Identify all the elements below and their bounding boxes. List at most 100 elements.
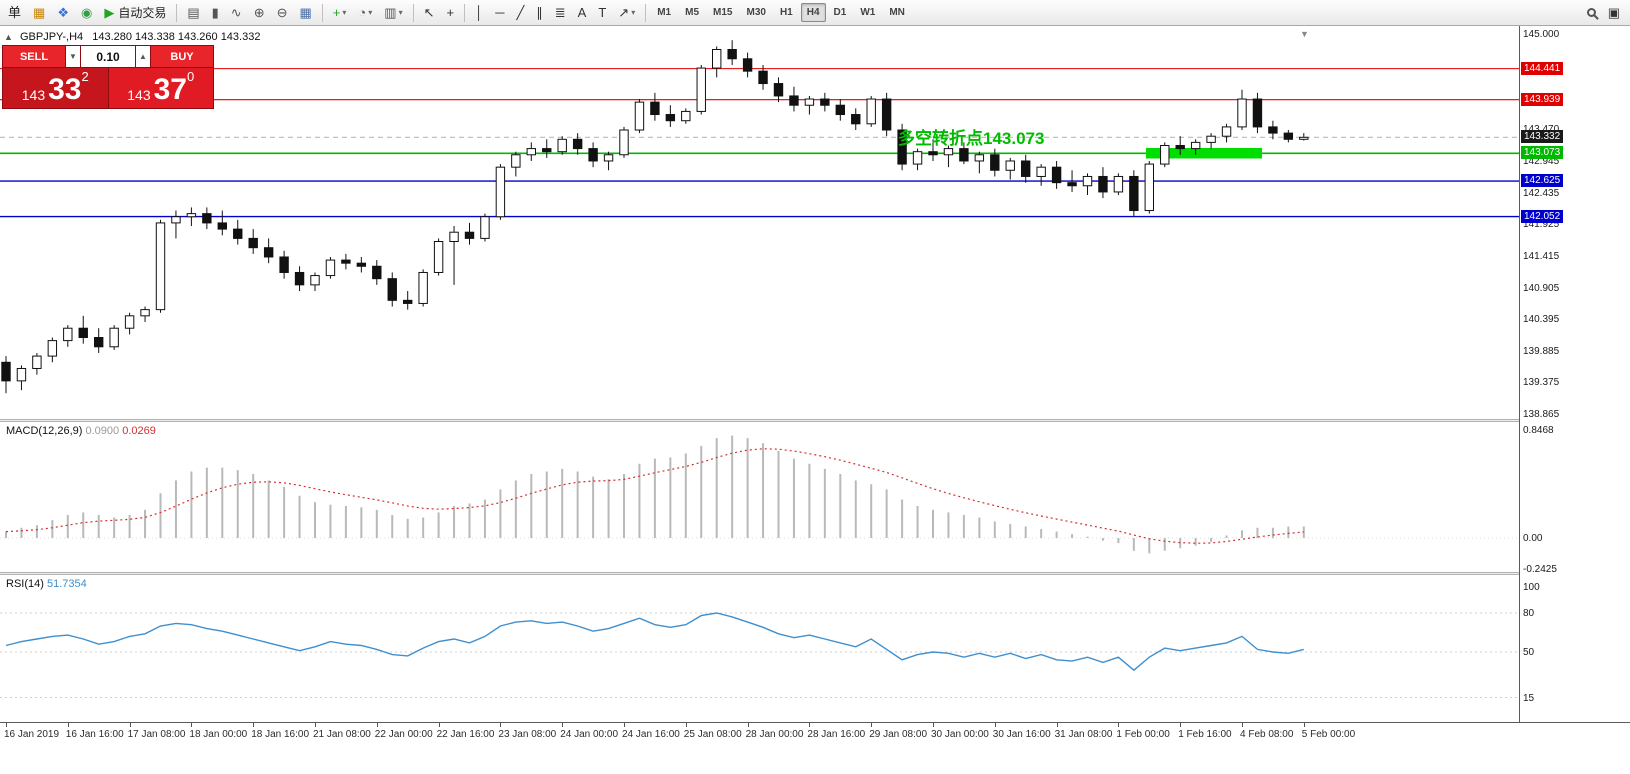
timeframe-h4-button[interactable]: H4: [800, 3, 826, 22]
time-label: 18 Jan 16:00: [251, 729, 310, 740]
rsi-label: RSI(14) 51.7354: [6, 578, 87, 590]
search-button[interactable]: [1582, 2, 1601, 22]
macd-tick: 0.00: [1523, 533, 1543, 544]
time-tick: [624, 723, 625, 727]
price-tick: 143.470: [1523, 123, 1560, 135]
time-tick: [1056, 723, 1058, 727]
vertical-line-button[interactable]: │: [470, 3, 488, 23]
panels-button[interactable]: ▣: [1603, 2, 1625, 22]
time-tick: [67, 723, 69, 727]
volume-decrease-button[interactable]: ▼: [66, 46, 80, 67]
buy-price-main: 143: [127, 87, 151, 103]
timeframe-m1-button[interactable]: M1: [657, 7, 672, 18]
timeframe-m15-button[interactable]: M15: [713, 7, 733, 18]
horizontal-line-icon: ─: [495, 5, 505, 20]
candlestick-icon: ▮: [211, 5, 219, 20]
time-tick: [315, 723, 316, 727]
price-tick: 141.925: [1523, 219, 1560, 231]
charts-button[interactable]: ▦: [28, 3, 50, 23]
profiles-icon: ❖: [57, 5, 69, 20]
rsi-pane[interactable]: [0, 573, 1519, 722]
trendline-button[interactable]: ╱: [511, 3, 529, 23]
cursor-button[interactable]: ↖: [419, 3, 440, 23]
sell-price-button[interactable]: 143 33 2: [3, 68, 108, 108]
time-label: 22 Jan 00:00: [374, 729, 433, 740]
timeframe-d1-button[interactable]: D1: [833, 7, 847, 18]
new-order-button[interactable]: 单: [3, 3, 26, 23]
time-label: 24 Jan 00:00: [560, 729, 619, 740]
indicators-button[interactable]: + ▾: [328, 3, 352, 23]
chart-shift-marker[interactable]: ▼: [1300, 29, 1309, 39]
timeframe-m5-button[interactable]: M5: [685, 7, 700, 18]
templates-button[interactable]: ▥ ▾: [379, 3, 407, 23]
buy-price-button[interactable]: 143 37 0: [108, 68, 213, 108]
zoom-in-button[interactable]: ⊕: [249, 3, 270, 23]
time-label: 25 Jan 08:00: [683, 729, 742, 740]
price-tick: 139.885: [1523, 345, 1560, 357]
pane-separator[interactable]: [0, 572, 1630, 575]
line-chart-button[interactable]: ∿: [226, 3, 247, 23]
arrows-button[interactable]: ↗ ▾: [613, 3, 640, 23]
time-label: 4 Feb 08:00: [1240, 729, 1294, 740]
rsi-chart[interactable]: [0, 573, 1519, 722]
volume-input[interactable]: 0.10: [81, 46, 135, 67]
price-badge: 144.441: [1521, 61, 1564, 75]
channel-button[interactable]: ∥: [531, 3, 548, 23]
sell-price-sup: 2: [81, 69, 89, 84]
time-label: 24 Jan 16:00: [622, 729, 680, 740]
symbol-label: GBPJPY-,H4: [19, 31, 84, 43]
price-tick: 140.395: [1523, 314, 1560, 326]
panel-toggle-icon[interactable]: ▲: [4, 32, 13, 42]
ohlc-values: 143.280 143.338 143.260 143.332: [92, 31, 261, 43]
time-tick: [191, 723, 193, 727]
timeframe-w1-button[interactable]: W1: [860, 7, 876, 18]
time-label: 21 Jan 08:00: [313, 729, 371, 740]
toolbar-separator: [464, 3, 466, 22]
price-tick: 142.435: [1523, 187, 1560, 199]
cursor-icon: ↖: [423, 5, 435, 20]
chevron-down-icon: ▾: [398, 8, 403, 17]
time-label: 28 Jan 00:00: [745, 729, 804, 740]
candlestick-chart[interactable]: [0, 28, 1519, 420]
fibonacci-button[interactable]: ≣: [550, 3, 571, 23]
macd-chart[interactable]: [0, 420, 1519, 573]
bar-chart-button[interactable]: ▤: [182, 3, 204, 23]
data-window-button[interactable]: ◉: [76, 3, 97, 23]
text-button[interactable]: A: [573, 3, 592, 23]
pane-separator[interactable]: [0, 419, 1630, 422]
tile-windows-icon: ▦: [299, 5, 312, 20]
time-tick: [747, 723, 749, 727]
buy-price-big: 37: [153, 73, 187, 106]
time-tick: [129, 723, 131, 727]
time-tick: [994, 723, 996, 727]
timeframe-h1-button[interactable]: H1: [779, 7, 793, 18]
rsi-tick: 100: [1523, 582, 1540, 593]
profiles-button[interactable]: ❖: [52, 3, 74, 23]
chevron-down-icon: ▾: [368, 8, 373, 17]
charts-icon: ▦: [33, 5, 46, 20]
search-icon: [1586, 7, 1596, 17]
time-label: 31 Jan 08:00: [1054, 729, 1113, 740]
tile-windows-button[interactable]: ▦: [295, 3, 317, 23]
sell-button[interactable]: SELL: [3, 46, 65, 67]
price-chart-pane[interactable]: [0, 28, 1519, 420]
volume-increase-button[interactable]: ▲: [136, 46, 150, 67]
candlestick-button[interactable]: ▮: [207, 3, 224, 23]
buy-button[interactable]: BUY: [151, 46, 213, 67]
zoom-out-button[interactable]: ⊖: [272, 3, 293, 23]
price-badge: 143.332: [1521, 130, 1564, 144]
periods-button[interactable]: ◔ ▾: [353, 3, 377, 23]
autotrading-button[interactable]: ▶ 自动交易: [99, 3, 171, 23]
price-badge: 142.052: [1521, 209, 1564, 223]
autotrading-button-label: 自动交易: [118, 6, 167, 20]
horizontal-line-button[interactable]: ─: [490, 3, 509, 23]
time-label: 16 Jan 16:00: [65, 729, 124, 740]
timeframe-m30-button[interactable]: M30: [746, 7, 766, 18]
macd-pane[interactable]: [0, 420, 1519, 573]
label-button[interactable]: T: [593, 3, 611, 23]
crosshair-button[interactable]: +: [442, 3, 460, 23]
sell-price-main: 143: [21, 87, 46, 103]
time-tick: [253, 723, 255, 727]
time-tick: [933, 723, 934, 727]
timeframe-mn-button[interactable]: MN: [889, 7, 905, 18]
